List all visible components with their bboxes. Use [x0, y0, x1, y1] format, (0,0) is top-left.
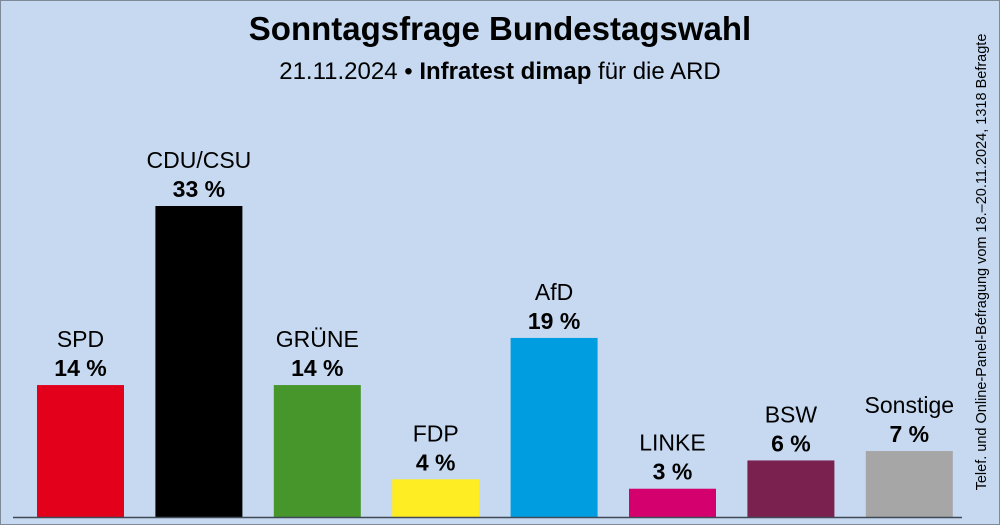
- value-label: 19 %: [528, 308, 580, 334]
- value-label: 14 %: [291, 355, 343, 381]
- category-label: BSW: [765, 401, 818, 427]
- bar-bsw: [747, 460, 835, 517]
- value-label: 33 %: [173, 176, 225, 202]
- category-label: FDP: [413, 420, 459, 446]
- subtitle-date: 21.11.2024: [279, 58, 398, 85]
- value-label: 6 %: [771, 430, 811, 456]
- category-label: CDU/CSU: [147, 147, 252, 173]
- subtitle-suffix: für die ARD: [591, 58, 721, 85]
- value-label: 3 %: [653, 459, 693, 485]
- bar-fdp: [392, 479, 480, 517]
- bar-linke: [629, 488, 716, 517]
- category-label: SPD: [57, 326, 104, 352]
- bar-grne: [273, 385, 361, 517]
- category-label: LINKE: [639, 430, 705, 456]
- bar-sonstige: [865, 451, 953, 517]
- bar-cducsu: [155, 206, 243, 517]
- subtitle-institute: Infratest dimap: [419, 58, 592, 85]
- value-label: 7 %: [889, 421, 929, 447]
- chart-title: Sonntagsfrage Bundestagswahl: [248, 10, 752, 47]
- chart-subtitle: 21.11.2024 • Infratest dimap für die ARD: [0, 58, 1000, 86]
- value-label: 4 %: [416, 449, 456, 475]
- value-label: 14 %: [54, 355, 106, 381]
- bar-spd: [37, 385, 124, 517]
- category-label: AfD: [535, 279, 573, 305]
- category-label: Sonstige: [865, 392, 955, 418]
- bar-afd: [510, 337, 598, 517]
- category-label: GRÜNE: [276, 326, 359, 352]
- subtitle-separator: •: [397, 58, 420, 85]
